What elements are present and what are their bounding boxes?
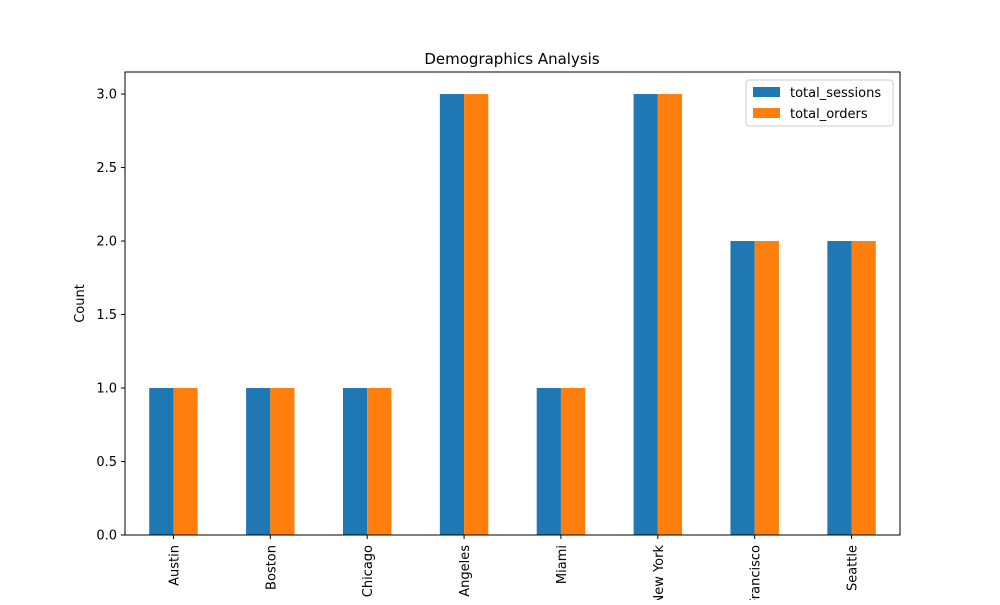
bars-group xyxy=(149,94,876,536)
bar-total_orders-7 xyxy=(851,241,876,536)
x-tick-label: Boston xyxy=(264,545,279,590)
legend-swatch-total_sessions xyxy=(753,87,780,97)
legend-swatch-total_orders xyxy=(753,108,780,118)
legend: total_sessions total_orders xyxy=(745,79,894,127)
bar-total_sessions-3 xyxy=(439,94,465,536)
y-axis-label: Count xyxy=(73,284,88,323)
bar-total_sessions-4 xyxy=(536,388,561,535)
y-tick-label: 2.5 xyxy=(96,161,117,176)
bar-total_sessions-6 xyxy=(730,241,755,536)
bar-total_orders-3 xyxy=(464,94,489,536)
x-tick-label: Austin xyxy=(167,545,182,586)
y-tick-label: 0.5 xyxy=(96,455,117,470)
legend-label-total_sessions: total_sessions xyxy=(790,86,881,101)
bar-total_orders-4 xyxy=(560,388,586,535)
axes-group: 0.0 0.5 1.0 1.5 2.0 2.5 3.0 Austin Boston Chicago… xyxy=(96,71,901,605)
plot-frame xyxy=(124,71,901,536)
bar-total_orders-6 xyxy=(754,241,779,536)
x-tick-label: Seattle xyxy=(846,545,861,591)
bar-total_orders-5 xyxy=(657,94,683,536)
bar-total_sessions-0 xyxy=(149,388,174,535)
bar-total_sessions-7 xyxy=(827,241,852,536)
bar-total_orders-2 xyxy=(367,388,392,535)
x-tick-label: New York xyxy=(652,545,667,600)
legend-label-total_orders: total_orders xyxy=(790,107,868,122)
x-tick-label: Los Angeles xyxy=(458,545,473,600)
y-tick-label: 2.0 xyxy=(96,235,117,250)
legend-box xyxy=(745,79,894,127)
y-tick-label: 0.0 xyxy=(96,529,117,544)
x-tick-label: San Francisco xyxy=(749,545,764,600)
chart-title: Demographics Analysis xyxy=(424,50,599,68)
bar-total_orders-0 xyxy=(173,388,198,535)
y-tick-label: 1.5 xyxy=(96,308,117,323)
y-tick-label: 1.0 xyxy=(96,382,117,397)
x-tick-label: Miami xyxy=(555,545,570,584)
bar-total_sessions-1 xyxy=(246,388,271,535)
bar-total_sessions-5 xyxy=(633,94,658,536)
y-tick-label: 3.0 xyxy=(96,88,117,103)
bar-total_sessions-2 xyxy=(342,388,368,535)
bar-total_orders-1 xyxy=(270,388,295,535)
x-tick-label: Chicago xyxy=(361,545,376,597)
